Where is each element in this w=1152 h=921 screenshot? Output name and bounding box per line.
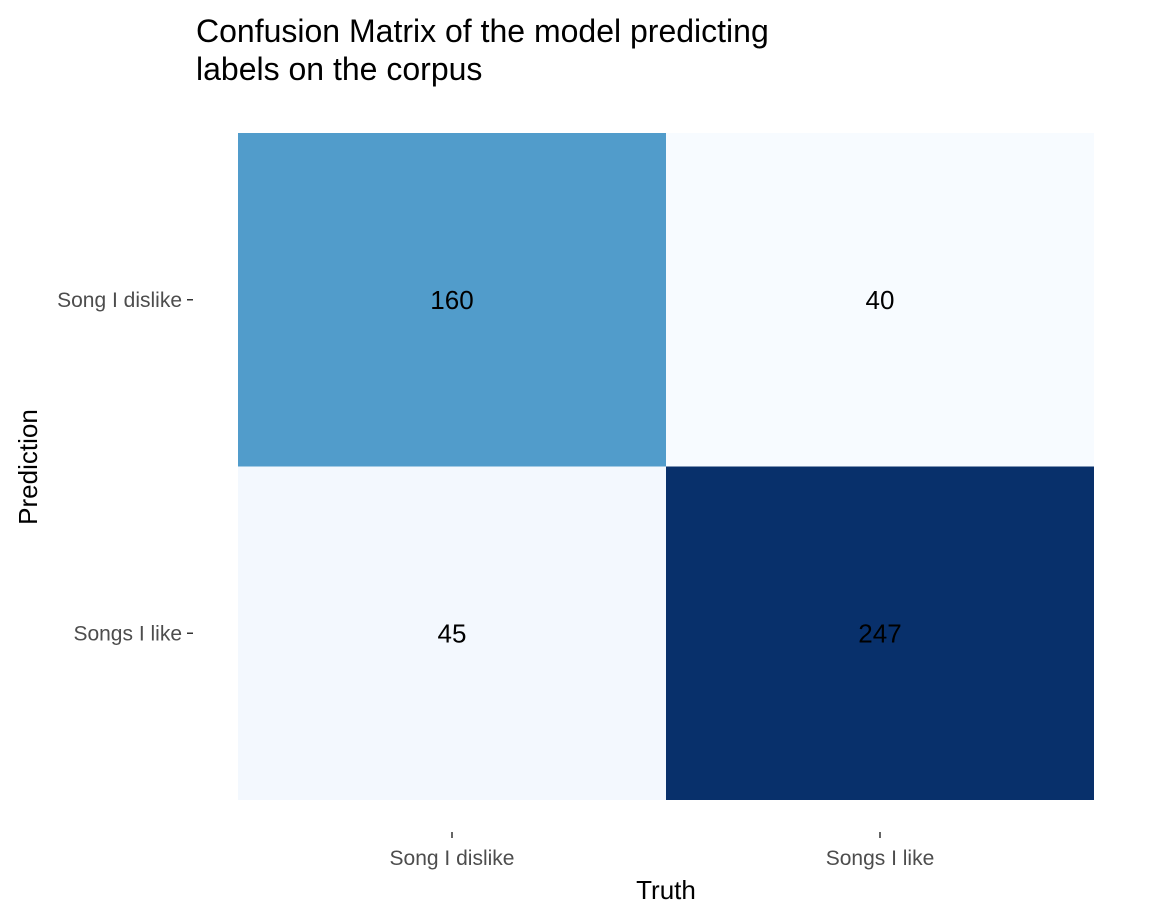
chart-title-line-1: Confusion Matrix of the model predicting (196, 13, 769, 49)
x-axis: Song I dislike Songs I like (390, 832, 935, 870)
x-tick-label: Song I dislike (390, 847, 515, 870)
heatmap-cell (666, 133, 1094, 467)
cell-value-label: 247 (858, 618, 901, 648)
heatmap-cell (238, 466, 666, 800)
cell-value-label: 40 (866, 285, 895, 315)
cell-value-label: 45 (438, 618, 467, 648)
heatmap-cells (238, 133, 1094, 800)
chart-title: Confusion Matrix of the model predicting… (196, 13, 769, 87)
heatmap-cell-labels: 160 40 45 247 (430, 285, 901, 649)
x-tick-label: Songs I like (826, 847, 935, 870)
cell-value-label: 160 (430, 285, 473, 315)
y-tick-label: Songs I like (73, 622, 182, 645)
y-axis-title: Prediction (13, 409, 43, 525)
heatmap-cell (666, 466, 1094, 800)
y-axis: Song I dislike Songs I like (57, 289, 193, 645)
heatmap-cell (238, 133, 666, 467)
chart-title-line-2: labels on the corpus (196, 51, 482, 87)
x-axis-title: Truth (636, 875, 696, 905)
y-tick-label: Song I dislike (57, 289, 182, 312)
